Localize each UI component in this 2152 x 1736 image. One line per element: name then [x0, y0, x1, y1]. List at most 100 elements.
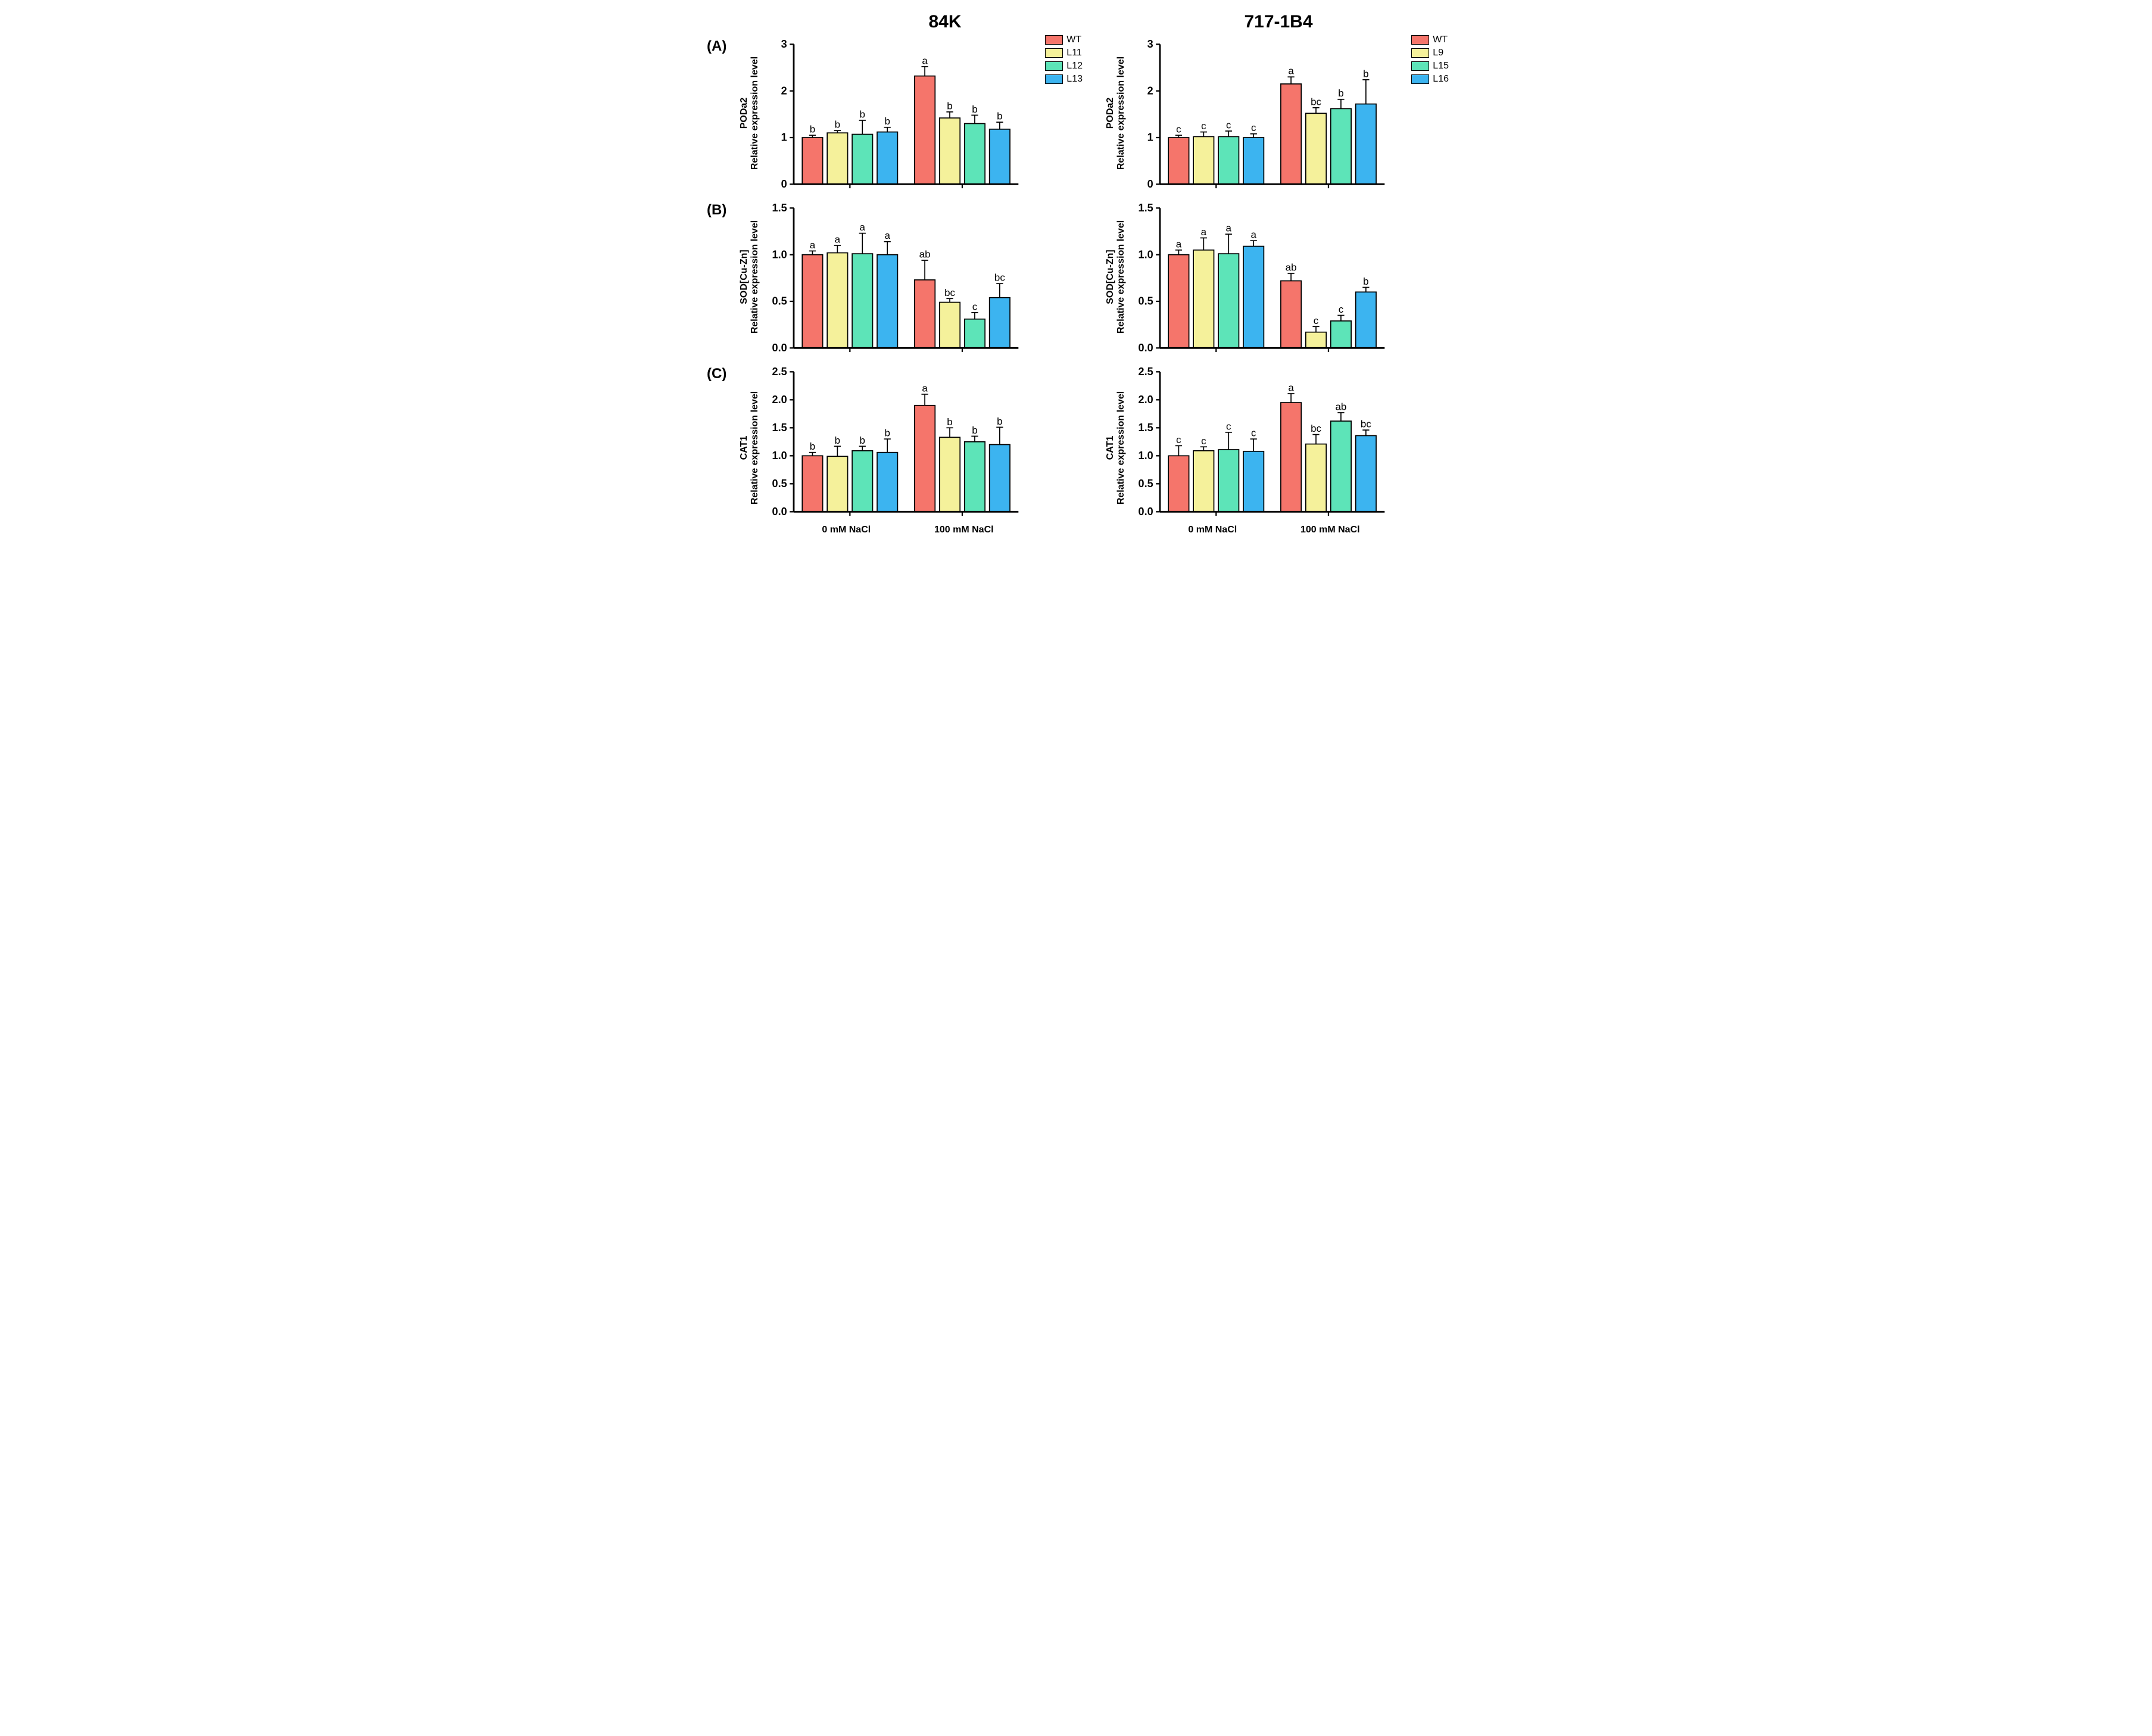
significance-label: c — [1201, 120, 1206, 132]
legend: WTL11L12L13 — [1045, 35, 1083, 87]
significance-label: ab — [1336, 401, 1347, 413]
bar — [1356, 104, 1376, 185]
legend-item: L16 — [1411, 74, 1449, 85]
significance-label: b — [972, 425, 977, 436]
bar — [1218, 450, 1239, 512]
legend-label: L9 — [1433, 48, 1443, 58]
significance-label: b — [997, 111, 1002, 122]
bar — [1168, 255, 1189, 348]
legend-label: L15 — [1433, 61, 1449, 71]
significance-label: a — [922, 55, 928, 66]
significance-label: b — [810, 441, 815, 452]
svg-text:0.5: 0.5 — [772, 478, 787, 490]
bar — [1168, 456, 1189, 512]
legend-label: WT — [1433, 35, 1448, 45]
significance-label: b — [1363, 68, 1368, 79]
significance-label: a — [1201, 226, 1207, 238]
significance-label: c — [1176, 434, 1181, 445]
svg-text:1.5: 1.5 — [772, 422, 787, 434]
panel: CAT1Relative expression level 0.0 0.5 1.0 1.… — [737, 360, 1079, 535]
svg-text:0.0: 0.0 — [772, 342, 787, 354]
bar — [1243, 138, 1264, 184]
svg-text:1: 1 — [781, 132, 787, 144]
svg-text:0: 0 — [781, 178, 787, 190]
bar — [940, 303, 960, 348]
legend-swatch — [1045, 35, 1063, 45]
bar — [915, 76, 935, 185]
significance-label: b — [884, 116, 890, 127]
significance-label: a — [835, 234, 841, 245]
significance-label: a — [1250, 229, 1256, 241]
svg-text:1.5: 1.5 — [1139, 202, 1153, 214]
significance-label: a — [922, 383, 928, 394]
bar — [965, 442, 985, 512]
bar — [877, 453, 897, 512]
svg-text:0.5: 0.5 — [772, 295, 787, 307]
legend-item: L15 — [1411, 61, 1449, 71]
bar — [827, 133, 847, 184]
significance-label: bc — [1361, 419, 1371, 430]
svg-text:1.0: 1.0 — [1139, 248, 1153, 260]
legend-item: WT — [1411, 35, 1449, 45]
svg-text:1.0: 1.0 — [772, 248, 787, 260]
significance-label: a — [810, 239, 816, 251]
bar — [1331, 321, 1351, 348]
bar — [990, 445, 1010, 512]
row-label: (A) — [707, 32, 737, 55]
legend-swatch — [1045, 61, 1063, 71]
y-axis-label: PODa2Relative expression level — [1105, 56, 1127, 169]
significance-label: b — [1338, 88, 1343, 99]
svg-text:1.0: 1.0 — [772, 450, 787, 462]
y-axis-label: CAT1Relative expression level — [1105, 391, 1127, 504]
bar — [802, 255, 822, 348]
significance-label: a — [1288, 382, 1294, 394]
significance-label: c — [1339, 304, 1344, 315]
significance-label: c — [1226, 120, 1231, 131]
svg-text:0.0: 0.0 — [772, 506, 787, 518]
significance-label: b — [947, 416, 952, 428]
legend-item: L12 — [1045, 61, 1083, 71]
bar — [1331, 421, 1351, 512]
bar — [990, 298, 1010, 348]
legend-swatch — [1411, 61, 1429, 71]
y-axis-label: SOD[Cu-Zn]Relative expression level — [739, 220, 760, 334]
significance-label: a — [1226, 223, 1232, 234]
significance-label: b — [884, 428, 890, 439]
legend-item: WT — [1045, 35, 1083, 45]
svg-text:2: 2 — [1147, 85, 1153, 96]
bar — [827, 253, 847, 348]
y-axis-label: PODa2Relative expression level — [739, 56, 760, 169]
svg-text:2.5: 2.5 — [1139, 366, 1153, 378]
bar — [940, 438, 960, 512]
x-axis-labels: 0 mM NaCl100 mM NaCl — [763, 525, 1079, 535]
legend-swatch — [1411, 48, 1429, 58]
bar — [1356, 436, 1376, 512]
svg-text:2.0: 2.0 — [772, 394, 787, 406]
bar — [1218, 136, 1239, 184]
bar — [1218, 254, 1239, 348]
x-tick-label: 100 mM NaCl — [1300, 525, 1360, 535]
bar — [1356, 292, 1376, 348]
bar — [940, 118, 960, 184]
column-title: 84K — [778, 12, 1112, 32]
bar — [990, 129, 1010, 184]
panel: PODa2Relative expression level0123ccccab… — [1103, 32, 1445, 194]
legend-label: L12 — [1066, 61, 1083, 71]
panel: SOD[Cu-Zn]Relative expression level 0.0 0.… — [737, 196, 1079, 357]
significance-label: bc — [944, 287, 955, 298]
x-tick-label: 0 mM NaCl — [822, 525, 871, 535]
bar — [802, 456, 822, 512]
bar — [1306, 113, 1326, 184]
bar — [1281, 84, 1301, 184]
svg-text:1.5: 1.5 — [1139, 422, 1153, 434]
column-title: 717-1B4 — [1112, 12, 1445, 32]
bar — [965, 319, 985, 348]
y-axis-label: CAT1Relative expression level — [739, 391, 760, 504]
x-tick-label: 0 mM NaCl — [1188, 525, 1237, 535]
legend-item: L11 — [1045, 48, 1083, 58]
legend-swatch — [1411, 35, 1429, 45]
bar — [1193, 136, 1214, 184]
column-headers: 84K717-1B4 — [743, 12, 1445, 32]
legend-swatch — [1411, 74, 1429, 84]
significance-label: b — [972, 104, 977, 115]
